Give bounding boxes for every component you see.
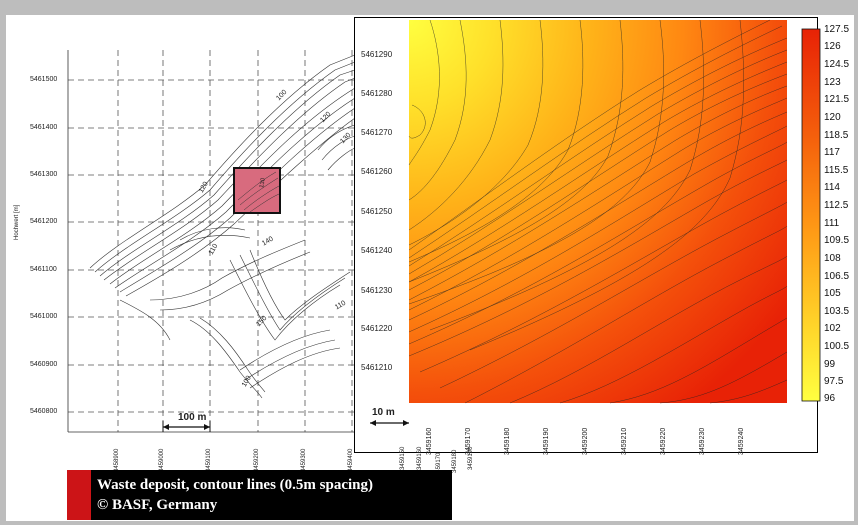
scale-bar-label: 100 m <box>178 412 207 423</box>
zoom-x-tick: 3459200 <box>582 427 589 455</box>
colorbar-label: 111 <box>824 218 840 229</box>
zoom-x-tick: 3459240 <box>738 427 745 455</box>
colorbar-label: 124.5 <box>824 59 850 70</box>
zoom-y-tick: 5461240 <box>361 246 393 255</box>
y-tick-label: 5461100 <box>30 266 57 273</box>
zoom-x-tick: 3459230 <box>699 427 706 455</box>
zoom-y-tick: 5461260 <box>361 167 393 176</box>
zoom-x-tick-extra: 3459180 <box>452 449 458 473</box>
colorbar-label: 126 <box>824 41 841 52</box>
y-tick-label: 5460800 <box>30 408 58 415</box>
caption-credit: © BASF, Germany <box>97 497 218 513</box>
colorbar-label: 103.5 <box>824 306 850 317</box>
colorbar-label: 121.5 <box>824 94 850 105</box>
zoom-y-tick: 5461250 <box>361 207 393 216</box>
caption-box: Waste deposit, contour lines (0.5m spaci… <box>67 470 452 520</box>
colorbar-label: 97.5 <box>824 376 844 387</box>
colorbar-label: 105 <box>824 288 841 299</box>
colorbar-label: 96 <box>824 393 836 404</box>
zoom-y-tick: 5461230 <box>361 286 393 295</box>
colorbar-label: 115.5 <box>824 165 849 176</box>
zoom-x-tick-extra: 3459160 <box>417 446 423 470</box>
zoom-x-tick: 3459210 <box>621 427 628 455</box>
colorbar-label: 99 <box>824 359 836 370</box>
zoom-y-tick: 5461290 <box>361 50 393 59</box>
colorbar-label: 127.5 <box>824 24 850 35</box>
zoom-x-tick: 3459180 <box>504 427 511 455</box>
y-tick-label: 5461400 <box>30 124 58 131</box>
zoom-x-tick-extra: 3459190 <box>468 446 474 470</box>
zoom-y-tick: 5461210 <box>361 363 393 372</box>
zoom-y-tick: 5461220 <box>361 324 393 333</box>
colorbar-label: 120 <box>824 112 841 123</box>
colorbar-label: 118.5 <box>824 130 849 141</box>
colorbar-label: 123 <box>824 77 841 88</box>
zoom-y-tick: 5461270 <box>361 128 393 137</box>
zoom-y-tick: 5461280 <box>361 89 393 98</box>
colorbar-label: 109.5 <box>824 235 850 246</box>
zoom-x-tick: 3459160 <box>426 427 433 455</box>
zoom-x-tick: 3459190 <box>543 427 550 455</box>
y-tick-label: 5461300 <box>30 171 58 178</box>
y-tick-label: 5460900 <box>30 361 58 368</box>
y-tick-label: 5461200 <box>30 218 58 225</box>
caption-accent <box>67 470 91 520</box>
colorbar-label: 102 <box>824 323 841 334</box>
zoom-x-tick: 3459220 <box>660 427 667 455</box>
y-tick-label: 5461000 <box>30 313 58 320</box>
y-tick-label: 5461500 <box>30 76 58 83</box>
colorbar-label: 100.5 <box>824 341 850 352</box>
colorbar-label: 108 <box>824 253 841 264</box>
colorbar-label: 117 <box>824 147 840 158</box>
zoom-scale-bar-label: 10 m <box>372 407 395 418</box>
colorbar-label: 106.5 <box>824 271 850 282</box>
zoom-x-tick-extra: 3459150 <box>400 446 406 470</box>
colorbar-label: 112.5 <box>824 200 849 211</box>
caption-title: Waste deposit, contour lines (0.5m spaci… <box>97 477 373 493</box>
colorbar-label: 114 <box>824 182 840 193</box>
